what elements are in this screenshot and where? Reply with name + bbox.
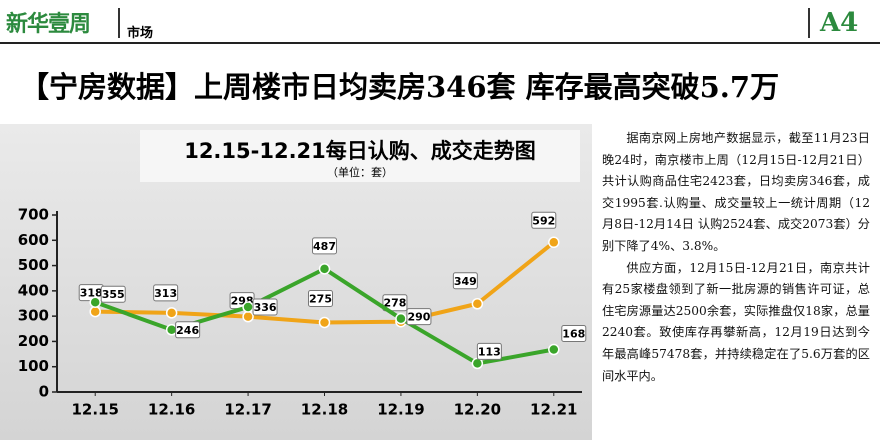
x-tick-label: 12.21 — [530, 401, 577, 419]
point — [318, 316, 331, 329]
y-tick-label: 300 — [18, 307, 49, 325]
headline: 【宁房数据】上周楼市日均卖房346套 库存最高突破5.7万 — [20, 70, 780, 104]
data-label: 290 — [407, 311, 430, 324]
point — [548, 236, 560, 249]
point — [89, 296, 101, 308]
data-label: 318 — [80, 287, 103, 300]
y-tick-label: 100 — [18, 357, 49, 375]
data-label: 313 — [154, 287, 177, 300]
divider — [118, 8, 120, 38]
page-number: A4 — [820, 8, 859, 38]
divider — [808, 8, 810, 38]
label-box — [406, 308, 432, 326]
label-box — [312, 237, 337, 255]
title-box — [140, 130, 580, 182]
x-tick-label: 12.18 — [301, 401, 348, 419]
paragraph: 据南京网上房地产数据显示，截至11月23日晚24时，南京楼市上周（12月15日-… — [602, 131, 870, 253]
point — [318, 263, 331, 275]
rule — [0, 42, 880, 44]
x-tick-label: 12.16 — [148, 401, 195, 419]
point — [471, 298, 484, 310]
y-tick-label: 600 — [18, 231, 49, 249]
label-box — [308, 289, 333, 307]
data-label: 168 — [562, 328, 585, 341]
y-tick-label: 700 — [18, 206, 49, 224]
y-tick-label: 400 — [18, 281, 49, 299]
data-label: 113 — [478, 345, 501, 358]
y-tick-label: 200 — [18, 332, 49, 350]
paragraph: 供应方面，12月15日-12月21日，南京共计有25家楼盘领到了新一批房源的销售… — [602, 260, 870, 383]
label-box — [175, 321, 201, 339]
label-box — [100, 285, 126, 303]
point — [89, 305, 101, 318]
label-box — [153, 284, 179, 302]
x-tick-label: 12.15 — [71, 401, 118, 419]
chart-subtitle: （单位：套） — [327, 165, 393, 179]
point — [395, 312, 407, 325]
data-label: 592 — [532, 214, 555, 227]
article: 据南京网上房地产数据显示，截至11月23日晚24时，南京楼市上周（12月15日-… — [602, 128, 870, 387]
x-tick-label: 12.17 — [224, 401, 271, 419]
chart: 12.15-12.21每日认购、成交走势图 （单位：套） 0 100 200 300 4… — [0, 124, 592, 440]
label-box — [561, 325, 587, 343]
label-box — [476, 342, 502, 360]
data-label: 487 — [313, 240, 336, 253]
label-box — [382, 294, 408, 312]
chart-title: 12.15-12.21每日认购、成交走势图 — [184, 139, 536, 163]
data-label: 246 — [176, 324, 199, 337]
data-label: 349 — [454, 275, 477, 288]
label-box — [531, 211, 557, 229]
point — [165, 307, 178, 319]
y-tick-label: 0 — [39, 383, 49, 401]
logo: 新华壹周 — [6, 12, 91, 37]
data-label: 336 — [254, 301, 277, 314]
data-label: 275 — [309, 292, 332, 305]
label-box — [252, 298, 278, 316]
x-tick-label: 12.19 — [377, 401, 424, 419]
label-box — [452, 272, 478, 290]
point — [242, 310, 254, 323]
y-tick-label: 500 — [18, 256, 49, 274]
data-label: 355 — [102, 288, 125, 301]
x-tick-label: 12.20 — [454, 401, 501, 419]
point — [548, 343, 560, 356]
section: 市场 — [127, 26, 154, 41]
point — [242, 301, 254, 313]
data-label: 278 — [383, 297, 406, 310]
